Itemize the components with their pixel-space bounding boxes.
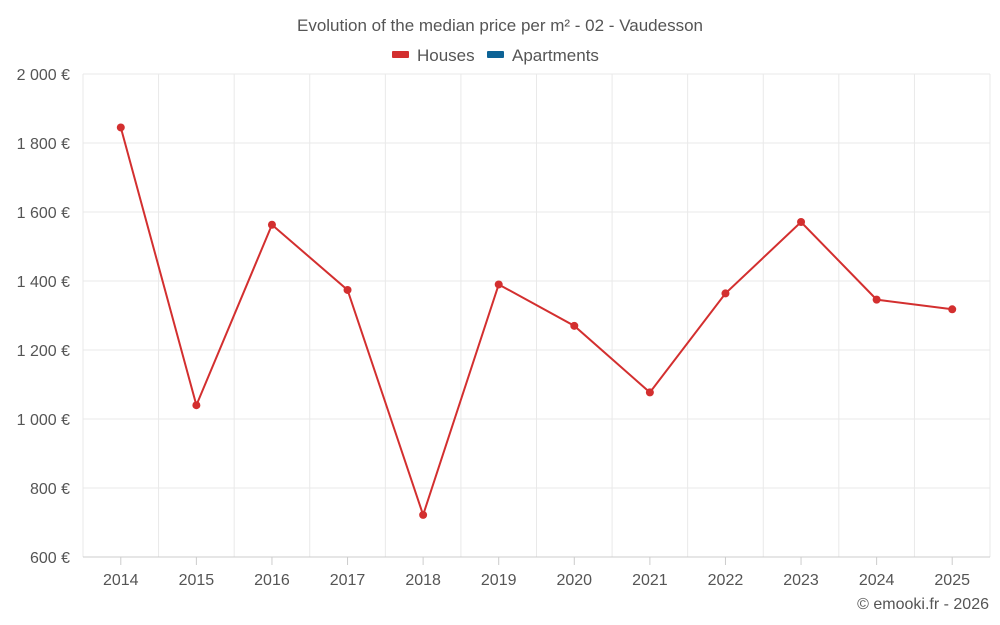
y-tick-label: 800 €	[30, 481, 70, 498]
series-line-houses	[119, 127, 953, 519]
data-point-houses-2017[interactable]	[343, 285, 352, 294]
chart-title: Evolution of the median price per m² - 0…	[297, 16, 703, 35]
series	[116, 123, 957, 519]
data-point-houses-2014[interactable]	[116, 123, 125, 132]
x-tick-label: 2022	[708, 572, 744, 589]
x-tick-label: 2023	[783, 572, 819, 589]
x-tick-label: 2021	[632, 572, 668, 589]
x-tick-label: 2018	[405, 572, 441, 589]
series-houses	[116, 123, 957, 519]
legend-item-apartments[interactable]: Apartments	[487, 46, 599, 65]
legend-item-houses[interactable]: Houses	[392, 46, 475, 65]
x-tick-label: 2020	[556, 572, 592, 589]
data-point-houses-2022[interactable]	[721, 289, 730, 298]
data-point-houses-2018[interactable]	[419, 510, 428, 519]
y-tick-label: 2 000 €	[17, 67, 70, 84]
grid	[82, 73, 991, 557]
y-tick-label: 600 €	[30, 550, 70, 567]
y-tick-label: 1 200 €	[17, 343, 70, 360]
x-tick-label: 2014	[103, 572, 139, 589]
legend-swatch-apartments	[487, 51, 504, 58]
x-tick-label: 2024	[859, 572, 895, 589]
data-point-houses-2015[interactable]	[192, 401, 201, 410]
legend-label-houses: Houses	[417, 46, 475, 65]
legend-swatch-houses	[392, 51, 409, 58]
x-tick-label: 2025	[934, 572, 970, 589]
credit-text[interactable]: © emooki.fr - 2026	[857, 596, 989, 613]
x-tick-label: 2019	[481, 572, 517, 589]
x-tick-label: 2017	[330, 572, 366, 589]
data-point-houses-2025[interactable]	[948, 305, 957, 314]
data-point-houses-2020[interactable]	[570, 321, 579, 330]
x-tick-label: 2015	[179, 572, 215, 589]
data-point-houses-2019[interactable]	[494, 280, 503, 289]
data-point-houses-2023[interactable]	[797, 218, 806, 227]
y-tick-label: 1 800 €	[17, 136, 70, 153]
axes: 600 € 800 € 1 000 € 1 200 € 1 400 € 1 600 € 1 …	[17, 67, 990, 589]
data-point-houses-2021[interactable]	[645, 388, 654, 397]
y-tick-label: 1 000 €	[17, 412, 70, 429]
legend-label-apartments: Apartments	[512, 46, 599, 65]
y-tick-label: 1 600 €	[17, 205, 70, 222]
data-point-houses-2024[interactable]	[872, 295, 881, 304]
legend: Houses Apartments	[392, 46, 599, 65]
y-tick-label: 1 400 €	[17, 274, 70, 291]
data-point-houses-2016[interactable]	[267, 220, 276, 229]
x-tick-label: 2016	[254, 572, 290, 589]
